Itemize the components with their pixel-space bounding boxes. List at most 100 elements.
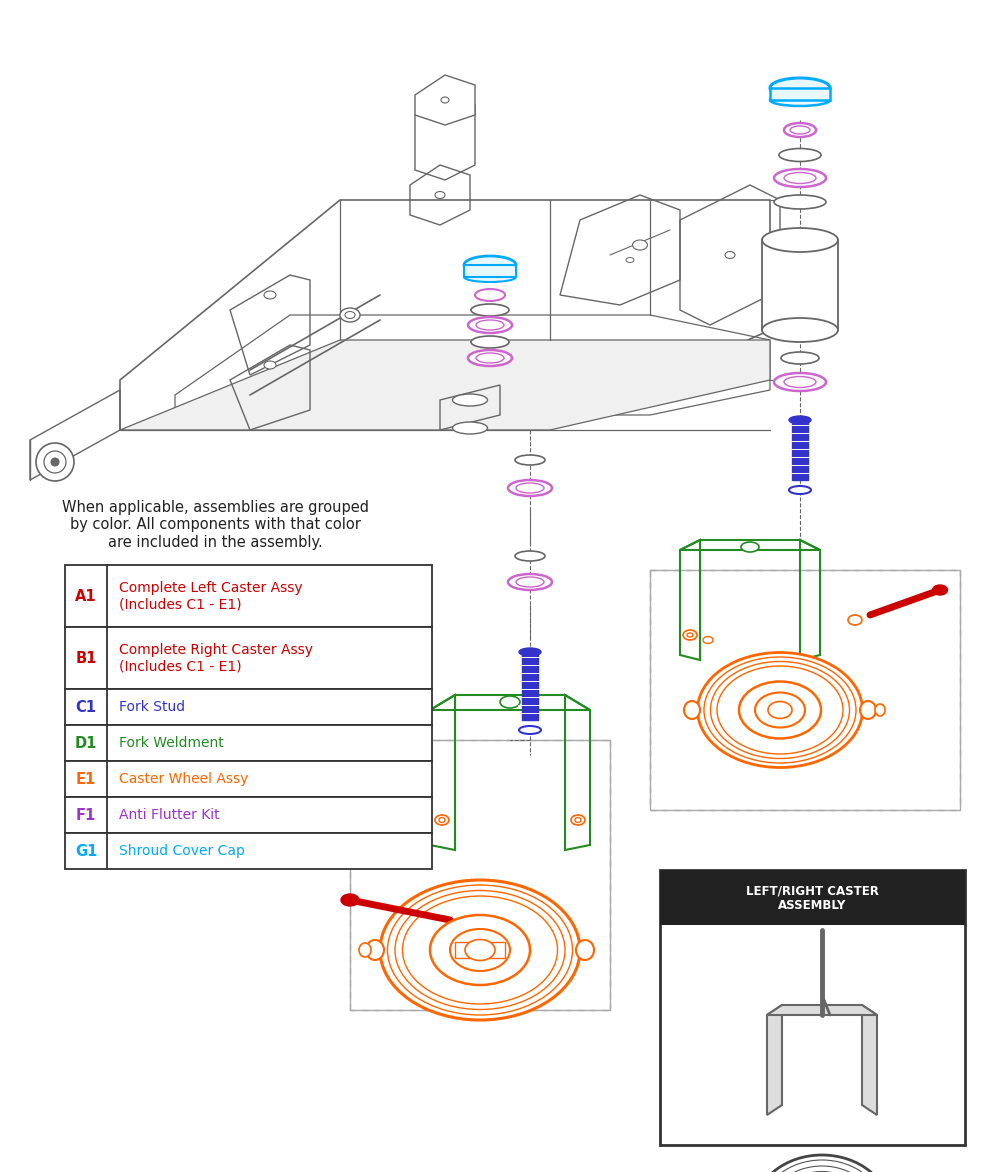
Ellipse shape (468, 350, 512, 366)
Ellipse shape (395, 891, 565, 1009)
Text: Complete Right Caster Assy
(Includes C1 - E1): Complete Right Caster Assy (Includes C1 … (119, 643, 313, 673)
Polygon shape (862, 1006, 877, 1115)
Ellipse shape (703, 636, 713, 643)
Ellipse shape (464, 255, 516, 274)
Ellipse shape (710, 661, 850, 758)
Ellipse shape (717, 666, 843, 754)
Polygon shape (455, 942, 505, 958)
Ellipse shape (435, 191, 445, 198)
Text: G1: G1 (75, 844, 97, 859)
Ellipse shape (345, 312, 355, 319)
Text: Shroud Cover Cap: Shroud Cover Cap (119, 844, 245, 858)
Bar (660, 870, 965, 1145)
Polygon shape (762, 240, 838, 331)
Ellipse shape (768, 702, 792, 718)
Bar (65, 689, 432, 725)
Ellipse shape (476, 353, 504, 363)
Ellipse shape (475, 289, 505, 301)
Bar (65, 797, 432, 833)
Text: E1: E1 (76, 771, 96, 786)
Ellipse shape (471, 336, 509, 348)
Polygon shape (464, 265, 516, 277)
Ellipse shape (380, 880, 580, 1020)
Ellipse shape (388, 885, 572, 1015)
Ellipse shape (450, 929, 510, 970)
Polygon shape (792, 420, 808, 481)
Text: When applicable, assemblies are grouped
by color. All components with that color: When applicable, assemblies are grouped … (62, 500, 368, 550)
Bar (65, 627, 432, 689)
Ellipse shape (755, 1154, 890, 1172)
Ellipse shape (704, 657, 856, 763)
Ellipse shape (452, 422, 488, 434)
Text: Caster Wheel Assy: Caster Wheel Assy (119, 772, 248, 786)
Bar (65, 725, 432, 761)
Ellipse shape (860, 701, 876, 718)
Ellipse shape (508, 481, 552, 496)
Ellipse shape (576, 940, 594, 960)
Ellipse shape (781, 352, 819, 364)
Ellipse shape (779, 149, 821, 162)
Ellipse shape (402, 897, 558, 1004)
Ellipse shape (741, 541, 759, 552)
Ellipse shape (761, 1160, 883, 1172)
Ellipse shape (633, 240, 648, 250)
Text: Fork Weldment: Fork Weldment (119, 736, 224, 750)
Text: Anti Flutter Kit: Anti Flutter Kit (119, 808, 220, 822)
Ellipse shape (439, 818, 445, 823)
Ellipse shape (774, 373, 826, 391)
Bar (65, 761, 432, 797)
Ellipse shape (452, 394, 488, 406)
Ellipse shape (762, 318, 838, 342)
Text: C1: C1 (76, 700, 96, 715)
Ellipse shape (508, 574, 552, 590)
Polygon shape (767, 1006, 877, 1015)
Ellipse shape (366, 940, 384, 960)
Ellipse shape (44, 451, 66, 473)
Polygon shape (415, 75, 475, 125)
Bar (660, 870, 965, 925)
Ellipse shape (784, 172, 816, 184)
Ellipse shape (435, 815, 449, 825)
Ellipse shape (626, 258, 634, 263)
Ellipse shape (774, 195, 826, 209)
Ellipse shape (698, 653, 862, 768)
Ellipse shape (784, 376, 816, 388)
Ellipse shape (519, 648, 541, 656)
Ellipse shape (465, 940, 495, 961)
Polygon shape (522, 652, 538, 720)
Ellipse shape (471, 304, 509, 316)
Ellipse shape (770, 79, 830, 98)
Ellipse shape (430, 915, 530, 984)
Ellipse shape (441, 97, 449, 103)
Ellipse shape (571, 815, 585, 825)
Ellipse shape (575, 818, 581, 823)
Ellipse shape (932, 585, 948, 595)
Ellipse shape (790, 127, 810, 134)
Ellipse shape (36, 443, 74, 481)
Ellipse shape (875, 704, 885, 716)
Ellipse shape (789, 486, 811, 495)
Ellipse shape (768, 1166, 876, 1172)
Ellipse shape (515, 455, 545, 465)
Ellipse shape (762, 229, 838, 252)
Ellipse shape (789, 416, 811, 424)
Ellipse shape (516, 577, 544, 587)
Ellipse shape (770, 94, 830, 105)
Ellipse shape (683, 631, 697, 640)
Ellipse shape (516, 483, 544, 493)
Text: LEFT/RIGHT CASTER
ASSEMBLY: LEFT/RIGHT CASTER ASSEMBLY (746, 884, 879, 912)
Ellipse shape (739, 681, 821, 738)
Text: Fork Stud: Fork Stud (119, 700, 185, 714)
Ellipse shape (468, 316, 512, 333)
Text: Complete Left Caster Assy
(Includes C1 - E1): Complete Left Caster Assy (Includes C1 -… (119, 581, 303, 611)
Ellipse shape (684, 701, 700, 718)
Ellipse shape (774, 169, 826, 188)
Polygon shape (120, 340, 770, 430)
Ellipse shape (500, 696, 520, 708)
Bar (65, 833, 432, 868)
Polygon shape (767, 1006, 782, 1115)
Text: B1: B1 (75, 650, 97, 666)
Ellipse shape (687, 633, 693, 638)
Ellipse shape (784, 123, 816, 137)
Ellipse shape (848, 615, 862, 625)
